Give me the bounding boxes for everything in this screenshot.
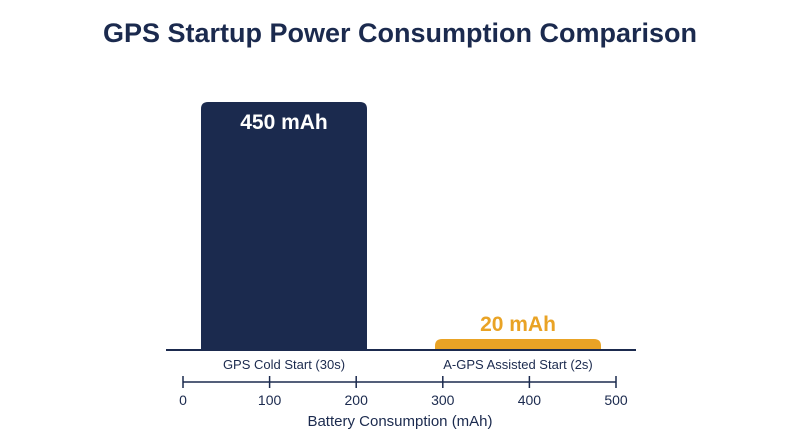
category-label-1: GPS Cold Start (30s) <box>223 357 345 372</box>
bar-1 <box>201 102 367 350</box>
x-tick-label-300: 300 <box>431 392 455 408</box>
value-label-1: 450 mAh <box>240 111 328 134</box>
chart-title: GPS Startup Power Consumption Comparison <box>102 18 698 48</box>
x-tick-label-0: 0 <box>179 392 187 408</box>
bars-layer: 450 mAh 20 mAh <box>201 102 601 350</box>
value-label-2: 20 mAh <box>480 313 556 336</box>
x-tick-label-200: 200 <box>345 392 369 408</box>
x-tick-label-100: 100 <box>258 392 282 408</box>
category-label-2: A-GPS Assisted Start (2s) <box>443 357 593 372</box>
x-tick-label-500: 500 <box>604 392 628 408</box>
x-axis: 0 100 200 300 400 500 <box>179 376 628 408</box>
x-tick-label-400: 400 <box>518 392 542 408</box>
bar-2 <box>435 338 601 350</box>
category-labels: GPS Cold Start (30s) A-GPS Assisted Start… <box>223 357 593 372</box>
x-axis-label: Battery Consumption (mAh) <box>307 413 492 430</box>
